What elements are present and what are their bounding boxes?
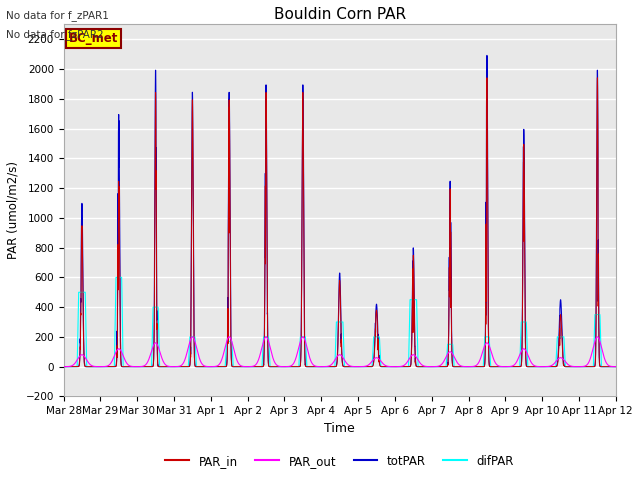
Y-axis label: PAR (umol/m2/s): PAR (umol/m2/s): [7, 161, 20, 259]
X-axis label: Time: Time: [324, 421, 355, 435]
Text: BC_met: BC_met: [69, 32, 118, 45]
Text: No data for f̲zPAR2: No data for f̲zPAR2: [6, 29, 104, 40]
Legend: PAR_in, PAR_out, totPAR, difPAR: PAR_in, PAR_out, totPAR, difPAR: [161, 450, 518, 472]
Title: Bouldin Corn PAR: Bouldin Corn PAR: [274, 7, 406, 22]
Text: No data for f_zPAR1: No data for f_zPAR1: [6, 10, 109, 21]
